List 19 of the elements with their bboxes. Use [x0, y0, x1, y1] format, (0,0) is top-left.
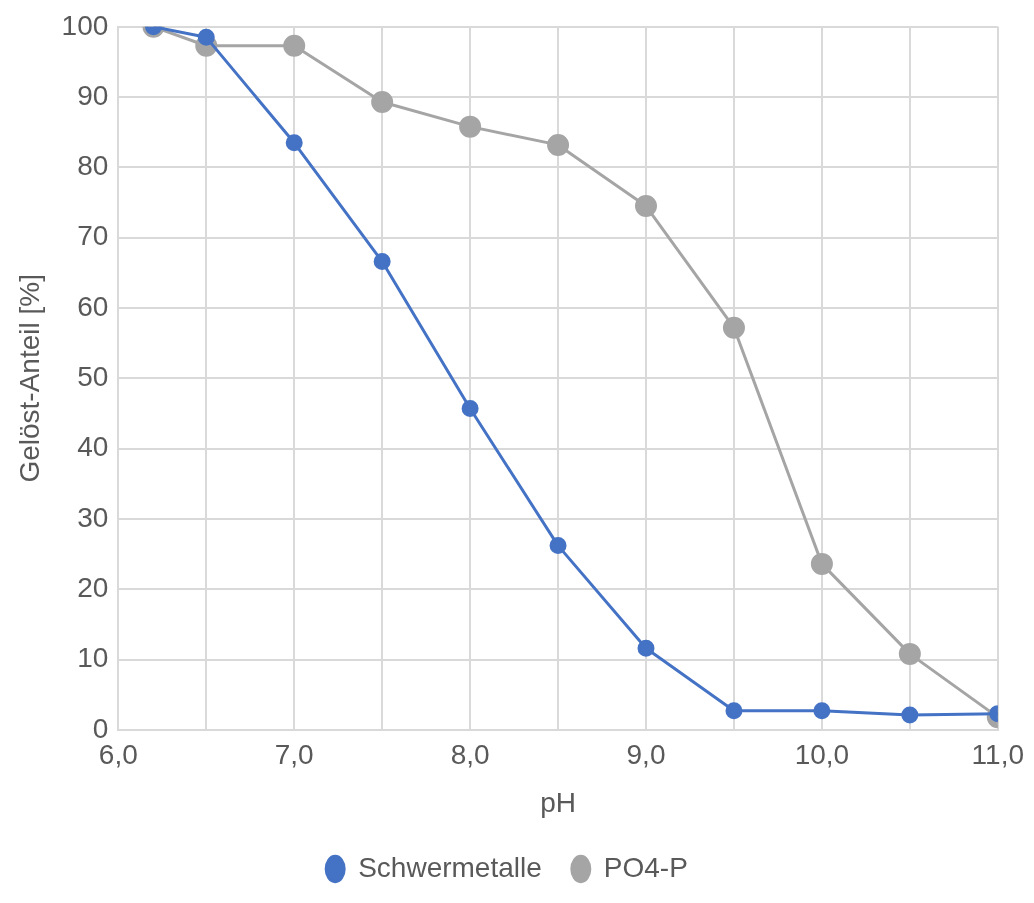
x-axis-title: pH: [540, 786, 576, 818]
x-tick-label: 11,0: [971, 739, 1024, 771]
x-tick-label: 9,0: [626, 739, 666, 771]
y-tick-label: 90: [77, 79, 109, 111]
y-tick-label: 20: [77, 571, 109, 603]
y-tick-label: 60: [77, 290, 109, 322]
legend-label: Schwermetalle: [358, 851, 542, 883]
y-tick-label: 10: [77, 642, 109, 674]
x-tick-label: 10,0: [794, 739, 850, 771]
legend-label: PO4-P: [603, 851, 688, 883]
y-axis-title: Gelöst-Anteil [%]: [13, 274, 45, 483]
y-tick-label: 80: [77, 150, 109, 182]
x-tick-label: 8,0: [450, 739, 490, 771]
y-tick-label: 30: [77, 501, 109, 533]
y-tick-label: 70: [77, 220, 109, 252]
y-tick-label: 40: [77, 431, 109, 463]
y-tick-label: 100: [61, 9, 109, 41]
x-tick-label: 7,0: [274, 739, 314, 771]
y-tick-label: 50: [77, 361, 109, 393]
